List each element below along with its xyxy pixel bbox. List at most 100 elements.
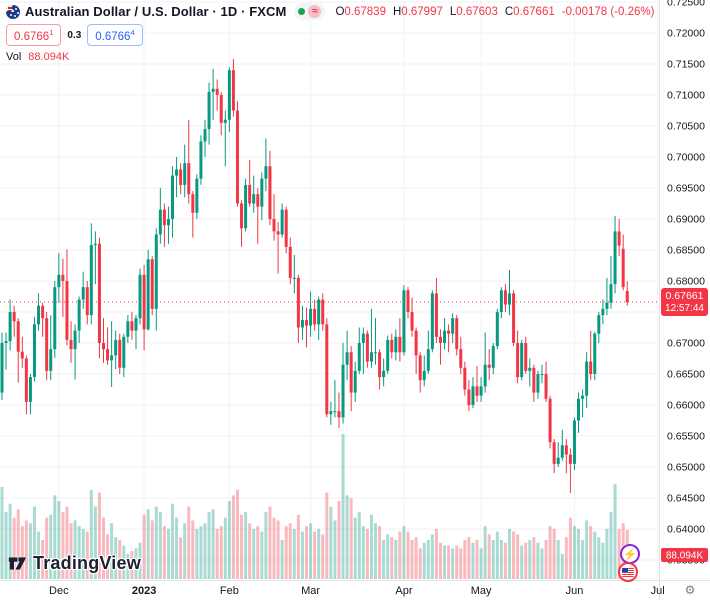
- candle-body: [483, 364, 487, 387]
- candle-body: [536, 373, 540, 393]
- bid-button[interactable]: 0.67661: [6, 23, 62, 47]
- volume-bar: [146, 509, 150, 579]
- volume-bar: [524, 542, 528, 579]
- volume-axis-label: [661, 548, 708, 562]
- market-status-pill[interactable]: ≈: [294, 3, 326, 20]
- candle-body: [491, 346, 495, 368]
- candle-body: [69, 339, 73, 350]
- volume-bar: [118, 539, 122, 579]
- volume-bar: [41, 539, 45, 579]
- candle-body: [341, 364, 345, 418]
- volume-bar: [508, 528, 511, 579]
- candle-body: [572, 420, 576, 464]
- volume-bar: [451, 548, 455, 579]
- candle-body: [12, 311, 16, 322]
- time-tick-label: Feb: [220, 585, 239, 597]
- candle-body: [199, 141, 203, 179]
- volume-bar: [97, 492, 101, 579]
- candle-body: [122, 336, 126, 368]
- candle-body: [345, 352, 349, 365]
- candle-body: [32, 324, 36, 378]
- volume-bar: [309, 523, 313, 579]
- volume-bar: [158, 512, 162, 579]
- candle-body: [613, 231, 617, 285]
- candle-body: [191, 194, 195, 213]
- candle-body: [532, 367, 536, 393]
- candle-body: [455, 318, 459, 350]
- candle-body: [102, 342, 105, 350]
- candle-body: [524, 342, 528, 371]
- time-tick-label: Apr: [395, 585, 412, 597]
- candle-body: [577, 398, 581, 421]
- volume-bar: [219, 526, 223, 579]
- volume-bar: [235, 489, 239, 579]
- volume-bar: [69, 523, 73, 579]
- volume-bar: [240, 514, 244, 579]
- candle-body: [349, 352, 353, 393]
- candle-body: [512, 293, 516, 343]
- candle-body: [276, 231, 280, 235]
- volume-bar: [264, 512, 268, 579]
- economic-event-us-badge[interactable]: [618, 562, 638, 582]
- last-price-value: 0.67661: [666, 290, 704, 302]
- volume-bar: [305, 526, 308, 579]
- candle-body: [394, 336, 398, 353]
- candle-body: [73, 330, 77, 350]
- candle-body: [49, 349, 53, 371]
- volume-bar: [175, 517, 179, 579]
- volume-bar: [45, 517, 49, 579]
- volume-bar: [544, 539, 548, 579]
- candle-body: [418, 355, 422, 381]
- volume-bar: [353, 517, 357, 579]
- chart-legend: Australian Dollar / U.S. Dollar · 1D · F…: [6, 3, 654, 63]
- volume-bar: [491, 539, 495, 579]
- volume-bar: [317, 528, 321, 579]
- candle-body: [369, 352, 373, 362]
- volume-bar: [593, 531, 597, 579]
- candle-body: [617, 231, 621, 246]
- candle-body: [268, 166, 272, 219]
- time-tick-label: Mar: [301, 585, 320, 597]
- candle-body: [410, 311, 414, 331]
- volume-bar: [162, 526, 166, 579]
- volume-bar: [597, 537, 601, 579]
- candle-body: [256, 194, 260, 207]
- candle-body: [114, 339, 118, 356]
- candle-body: [215, 88, 219, 95]
- candle-body: [77, 299, 81, 331]
- volume-bar: [426, 539, 430, 579]
- price-tick-label: 0.70000: [667, 151, 705, 163]
- candle-body: [471, 386, 475, 405]
- volume-bar: [325, 492, 329, 579]
- price-tick-label: 0.69000: [667, 213, 705, 225]
- candle-body: [223, 119, 227, 123]
- volume-bar: [296, 514, 300, 579]
- event-lightning-badge[interactable]: ⚡: [620, 544, 640, 564]
- candle-body: [134, 318, 138, 331]
- volume-bar: [8, 503, 12, 579]
- volume-bar: [288, 523, 292, 579]
- candle-body: [171, 175, 175, 219]
- volume-bar: [49, 514, 53, 579]
- volume-bar: [166, 528, 170, 579]
- volume-bar: [203, 523, 207, 579]
- price-tick-label: 0.66000: [667, 399, 705, 411]
- timezone-settings-button[interactable]: ⚙: [682, 582, 698, 598]
- ask-button[interactable]: 0.67664: [87, 23, 143, 47]
- volume-bar: [142, 514, 146, 579]
- time-tick-label: May: [471, 585, 492, 597]
- volume-bar: [256, 526, 260, 579]
- time-axis-panel[interactable]: [0, 581, 710, 600]
- symbol-title[interactable]: Australian Dollar / U.S. Dollar · 1D · F…: [25, 4, 287, 19]
- volume-bar: [552, 528, 556, 579]
- price-tick-label: 0.65000: [667, 461, 705, 473]
- volume-bar: [516, 534, 520, 579]
- candle-body: [313, 308, 317, 325]
- volume-bar: [540, 548, 544, 579]
- spread-value: 0.3: [67, 29, 82, 41]
- volume-bar: [57, 500, 61, 579]
- volume-bar: [191, 520, 195, 579]
- candle-body: [183, 163, 187, 185]
- tradingview-watermark[interactable]: TradingView: [7, 553, 141, 574]
